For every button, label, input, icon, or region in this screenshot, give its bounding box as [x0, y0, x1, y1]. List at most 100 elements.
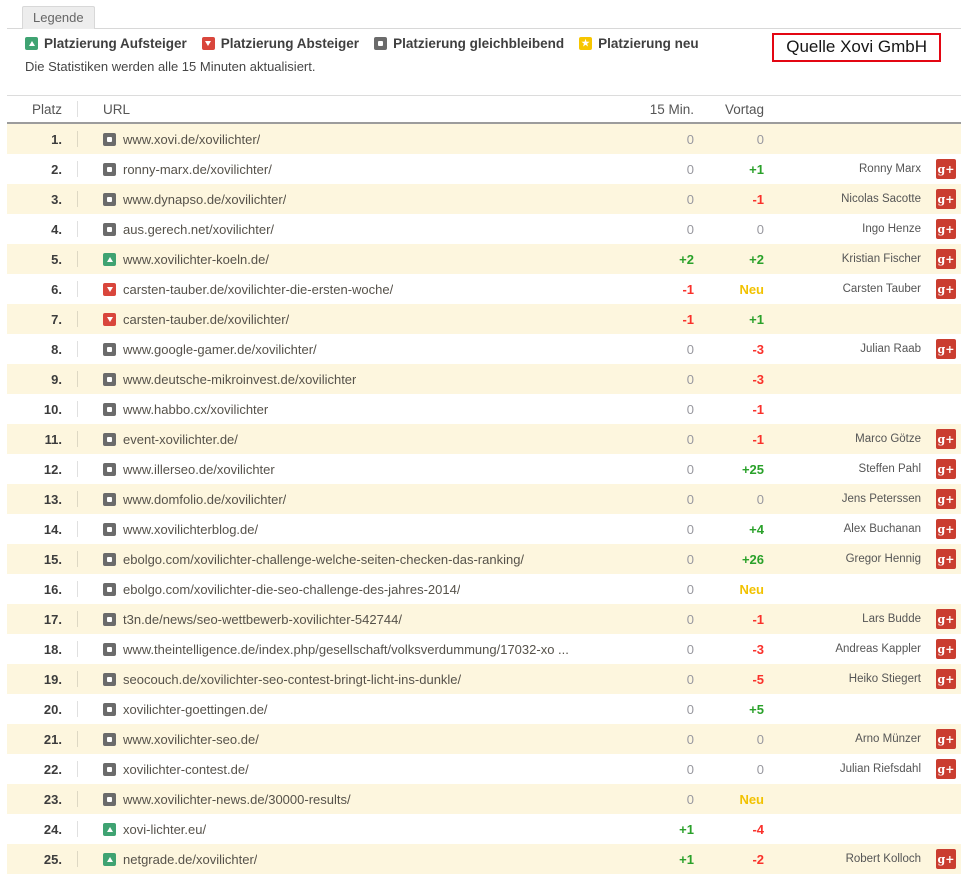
- author-name: Julian Riefsdahl: [839, 763, 921, 775]
- url-link[interactable]: xovilichter-contest.de/: [123, 761, 249, 777]
- url-cell: carsten-tauber.de/xovilichter-die-ersten…: [78, 282, 614, 297]
- url-cell: www.google-gamer.de/xovilichter/: [78, 342, 614, 357]
- google-plus-icon[interactable]: g+: [936, 459, 956, 479]
- google-plus-icon[interactable]: g+: [936, 609, 956, 629]
- url-cell: netgrade.de/xovilichter/: [78, 852, 614, 867]
- table-header: Platz URL 15 Min. Vortag: [7, 95, 961, 124]
- url-link[interactable]: carsten-tauber.de/xovilichter-die-ersten…: [123, 281, 394, 297]
- url-link[interactable]: seocouch.de/xovilichter-seo-contest-brin…: [123, 671, 462, 687]
- down-trend-icon: [201, 37, 215, 50]
- url-link[interactable]: www.deutsche-mikroinvest.de/xovilichter: [123, 371, 357, 387]
- legend-items: Platzierung Aufsteiger Platzierung Abste…: [25, 36, 961, 51]
- url-link[interactable]: netgrade.de/xovilichter/: [123, 851, 258, 867]
- rank-cell: 2.: [51, 161, 62, 177]
- url-cell: www.xovi.de/xovilichter/: [78, 132, 614, 147]
- vortag-value: 0: [756, 131, 764, 147]
- table-row: 12. www.illerseo.de/xovilichter 0 +25 St…: [7, 454, 961, 484]
- url-link[interactable]: event-xovilichter.de/: [123, 431, 238, 447]
- url-link[interactable]: ebolgo.com/xovilichter-challenge-welche-…: [123, 551, 525, 567]
- url-link[interactable]: www.xovilichterblog.de/: [123, 521, 259, 537]
- url-link[interactable]: t3n.de/news/seo-wettbewerb-xovilichter-5…: [123, 611, 402, 627]
- vortag-value: 0: [756, 731, 764, 747]
- same-trend-icon: [103, 552, 116, 566]
- 15min-value: 0: [686, 551, 694, 567]
- legend-panel: Platzierung Aufsteiger Platzierung Abste…: [7, 28, 961, 88]
- author-name: Kristian Fischer: [841, 253, 921, 265]
- same-trend-icon: [103, 222, 116, 236]
- google-plus-icon[interactable]: g+: [936, 249, 956, 269]
- url-link[interactable]: www.domfolio.de/xovilichter/: [123, 491, 287, 507]
- legend-tab[interactable]: Legende: [22, 6, 95, 29]
- url-link[interactable]: www.habbo.cx/xovilichter: [123, 401, 269, 417]
- url-cell: www.theintelligence.de/index.php/gesells…: [78, 642, 614, 657]
- google-plus-icon[interactable]: g+: [936, 639, 956, 659]
- author-name: Ingo Henze: [862, 223, 921, 235]
- rank-cell: 21.: [43, 731, 62, 747]
- author-name: Jens Peterssen: [841, 493, 921, 505]
- author-name: Marco Götze: [855, 433, 921, 445]
- google-plus-icon[interactable]: g+: [936, 339, 956, 359]
- url-link[interactable]: carsten-tauber.de/xovilichter/: [123, 311, 290, 327]
- 15min-value: 0: [686, 131, 694, 147]
- 15min-value: 0: [686, 641, 694, 657]
- url-link[interactable]: www.xovilichter-koeln.de/: [123, 251, 269, 267]
- url-link[interactable]: xovi-lichter.eu/: [123, 821, 207, 837]
- vortag-value: Neu: [739, 791, 764, 807]
- table-row: 13. www.domfolio.de/xovilichter/ 0 0 Jen…: [7, 484, 961, 514]
- row-divider: [77, 731, 78, 747]
- table-row: 23. www.xovilichter-news.de/30000-result…: [7, 784, 961, 814]
- 15min-value: 0: [686, 401, 694, 417]
- url-link[interactable]: xovilichter-goettingen.de/: [123, 701, 268, 717]
- google-plus-icon[interactable]: g+: [936, 849, 956, 869]
- vortag-value: -1: [752, 431, 764, 447]
- 15min-value: 0: [686, 371, 694, 387]
- url-cell: www.xovilichter-news.de/30000-results/: [78, 792, 614, 807]
- url-link[interactable]: aus.gerech.net/xovilichter/: [123, 221, 275, 237]
- url-link[interactable]: ebolgo.com/xovilichter-die-seo-challenge…: [123, 581, 461, 597]
- rank-cell: 9.: [51, 371, 62, 387]
- google-plus-icon[interactable]: g+: [936, 729, 956, 749]
- row-divider: [77, 701, 78, 717]
- up-trend-icon: [103, 822, 116, 836]
- rank-cell: 17.: [43, 611, 62, 627]
- google-plus-icon[interactable]: g+: [936, 549, 956, 569]
- url-link[interactable]: www.xovilichter-news.de/30000-results/: [123, 791, 351, 807]
- author-name: Andreas Kappler: [835, 643, 921, 655]
- same-trend-icon: [103, 522, 116, 536]
- 15min-value: +2: [679, 251, 694, 267]
- 15min-value: 0: [686, 221, 694, 237]
- url-link[interactable]: www.illerseo.de/xovilichter: [123, 461, 275, 477]
- google-plus-icon[interactable]: g+: [936, 669, 956, 689]
- up-trend-icon: [103, 252, 116, 266]
- google-plus-icon[interactable]: g+: [936, 759, 956, 779]
- author-name: Carsten Tauber: [842, 283, 921, 295]
- legend-item-aufsteiger: Platzierung Aufsteiger: [25, 36, 187, 51]
- url-link[interactable]: www.theintelligence.de/index.php/gesells…: [123, 641, 569, 657]
- row-divider: [77, 581, 78, 597]
- url-link[interactable]: ronny-marx.de/xovilichter/: [123, 161, 272, 177]
- google-plus-icon[interactable]: g+: [936, 189, 956, 209]
- rank-cell: 11.: [44, 431, 62, 447]
- vortag-value: +1: [749, 161, 764, 177]
- 15min-value: 0: [686, 791, 694, 807]
- same-trend-icon: [374, 37, 388, 50]
- google-plus-icon[interactable]: g+: [936, 489, 956, 509]
- same-trend-icon: [103, 402, 116, 416]
- table-row: 16. ebolgo.com/xovilichter-die-seo-chall…: [7, 574, 961, 604]
- url-link[interactable]: www.dynapso.de/xovilichter/: [123, 191, 287, 207]
- url-link[interactable]: www.xovi.de/xovilichter/: [123, 131, 261, 147]
- url-link[interactable]: www.google-gamer.de/xovilichter/: [123, 341, 317, 357]
- 15min-value: 0: [686, 341, 694, 357]
- google-plus-icon[interactable]: g+: [936, 159, 956, 179]
- google-plus-icon[interactable]: g+: [936, 429, 956, 449]
- row-divider: [77, 521, 78, 537]
- table-row: 20. xovilichter-goettingen.de/ 0 +5: [7, 694, 961, 724]
- google-plus-icon[interactable]: g+: [936, 279, 956, 299]
- google-plus-icon[interactable]: g+: [936, 519, 956, 539]
- table-row: 3. www.dynapso.de/xovilichter/ 0 -1 Nico…: [7, 184, 961, 214]
- url-link[interactable]: www.xovilichter-seo.de/: [123, 731, 259, 747]
- url-cell: seocouch.de/xovilichter-seo-contest-brin…: [78, 672, 614, 687]
- url-cell: ronny-marx.de/xovilichter/: [78, 162, 614, 177]
- 15min-value: 0: [686, 191, 694, 207]
- google-plus-icon[interactable]: g+: [936, 219, 956, 239]
